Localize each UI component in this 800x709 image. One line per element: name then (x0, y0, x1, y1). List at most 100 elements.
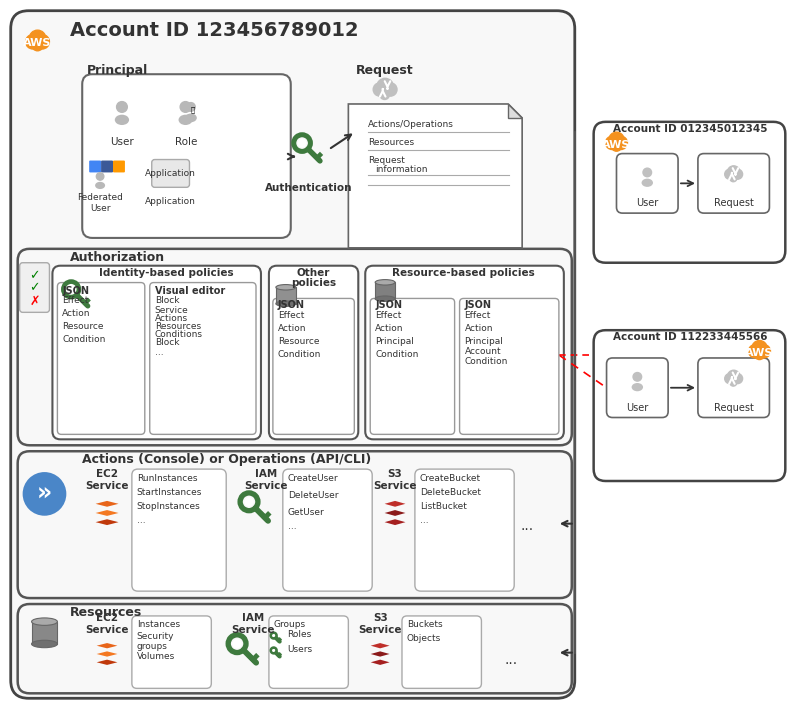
FancyBboxPatch shape (698, 154, 770, 213)
FancyBboxPatch shape (269, 616, 348, 688)
Polygon shape (95, 519, 118, 525)
Circle shape (244, 497, 254, 506)
Text: »: » (37, 482, 52, 506)
Text: StartInstances: StartInstances (137, 488, 202, 497)
Text: Role: Role (175, 137, 198, 147)
Text: Block: Block (154, 296, 179, 306)
FancyBboxPatch shape (370, 298, 454, 435)
Circle shape (727, 166, 740, 179)
FancyBboxPatch shape (150, 283, 256, 435)
Text: DeleteUser: DeleteUser (288, 491, 338, 500)
Polygon shape (508, 104, 522, 118)
Ellipse shape (632, 383, 643, 391)
FancyBboxPatch shape (18, 604, 572, 693)
Text: User: User (110, 137, 134, 147)
Ellipse shape (185, 113, 197, 122)
Text: Actions: Actions (154, 314, 188, 323)
Text: Actions/Operations: Actions/Operations (368, 120, 454, 129)
Ellipse shape (31, 618, 58, 625)
FancyBboxPatch shape (594, 330, 786, 481)
Circle shape (22, 472, 66, 515)
Text: RunInstances: RunInstances (137, 474, 198, 483)
Text: Resource: Resource (62, 323, 104, 331)
Circle shape (643, 168, 651, 177)
Text: Principal: Principal (87, 65, 149, 77)
FancyBboxPatch shape (82, 74, 290, 238)
Text: Account ID 012345012345: Account ID 012345012345 (613, 124, 767, 134)
Text: Condition: Condition (278, 350, 322, 359)
Text: JSON: JSON (62, 286, 90, 296)
Circle shape (611, 140, 622, 151)
Text: 🔑: 🔑 (190, 106, 194, 113)
Circle shape (730, 379, 737, 386)
Polygon shape (370, 659, 390, 665)
Ellipse shape (95, 182, 105, 189)
Text: Action: Action (375, 324, 404, 333)
Bar (276, 287, 296, 303)
FancyBboxPatch shape (617, 154, 678, 213)
Text: Block: Block (154, 338, 179, 347)
Text: Instances: Instances (137, 620, 180, 629)
Polygon shape (97, 659, 118, 665)
Circle shape (186, 103, 195, 111)
Ellipse shape (276, 284, 296, 290)
Text: Objects: Objects (407, 634, 442, 643)
Circle shape (752, 340, 767, 356)
Text: Groups: Groups (274, 620, 306, 629)
Text: AWS: AWS (602, 140, 630, 150)
FancyBboxPatch shape (18, 451, 572, 598)
FancyBboxPatch shape (53, 266, 261, 440)
Text: Authentication: Authentication (265, 184, 352, 194)
FancyBboxPatch shape (269, 266, 358, 440)
Circle shape (733, 169, 742, 179)
Text: Action: Action (278, 324, 306, 333)
Ellipse shape (114, 115, 129, 125)
Circle shape (232, 639, 242, 649)
Text: IAM
Service: IAM Service (244, 469, 288, 491)
Text: Principal: Principal (375, 337, 414, 346)
Ellipse shape (276, 301, 296, 306)
Circle shape (614, 136, 627, 150)
FancyBboxPatch shape (459, 298, 559, 435)
Text: ...: ... (137, 515, 146, 525)
Circle shape (117, 101, 127, 112)
Bar (31, 622, 58, 644)
FancyBboxPatch shape (594, 122, 786, 263)
Polygon shape (370, 643, 390, 648)
Text: Application: Application (145, 169, 196, 178)
Text: Volumes: Volumes (137, 652, 175, 661)
Polygon shape (348, 104, 522, 248)
Text: EC2
Service: EC2 Service (86, 469, 129, 491)
Text: Action: Action (62, 309, 91, 318)
Circle shape (272, 649, 275, 652)
Bar (375, 282, 395, 298)
Polygon shape (95, 501, 118, 507)
Text: policies: policies (291, 278, 336, 288)
FancyBboxPatch shape (132, 616, 211, 688)
Circle shape (757, 345, 770, 358)
Text: Condition: Condition (375, 350, 418, 359)
Text: ✓: ✓ (30, 269, 40, 281)
Text: Buckets: Buckets (407, 620, 442, 629)
FancyBboxPatch shape (10, 11, 574, 698)
Text: ListBucket: ListBucket (420, 502, 466, 511)
Text: Other: Other (297, 268, 330, 278)
Text: Resources: Resources (154, 323, 201, 331)
Ellipse shape (375, 296, 395, 301)
Text: ...: ... (154, 348, 163, 357)
Circle shape (35, 35, 50, 49)
Circle shape (384, 83, 397, 96)
Ellipse shape (642, 179, 653, 187)
Circle shape (633, 372, 642, 381)
Text: AWS: AWS (23, 38, 52, 48)
Text: Service: Service (154, 306, 189, 316)
Circle shape (606, 136, 619, 150)
Text: Conditions: Conditions (154, 330, 202, 339)
Circle shape (380, 90, 390, 99)
FancyBboxPatch shape (273, 298, 354, 435)
Circle shape (609, 132, 624, 147)
Circle shape (725, 169, 734, 179)
Text: ✓: ✓ (30, 281, 40, 294)
Text: Effect: Effect (375, 311, 402, 320)
Text: JSON: JSON (278, 301, 305, 311)
